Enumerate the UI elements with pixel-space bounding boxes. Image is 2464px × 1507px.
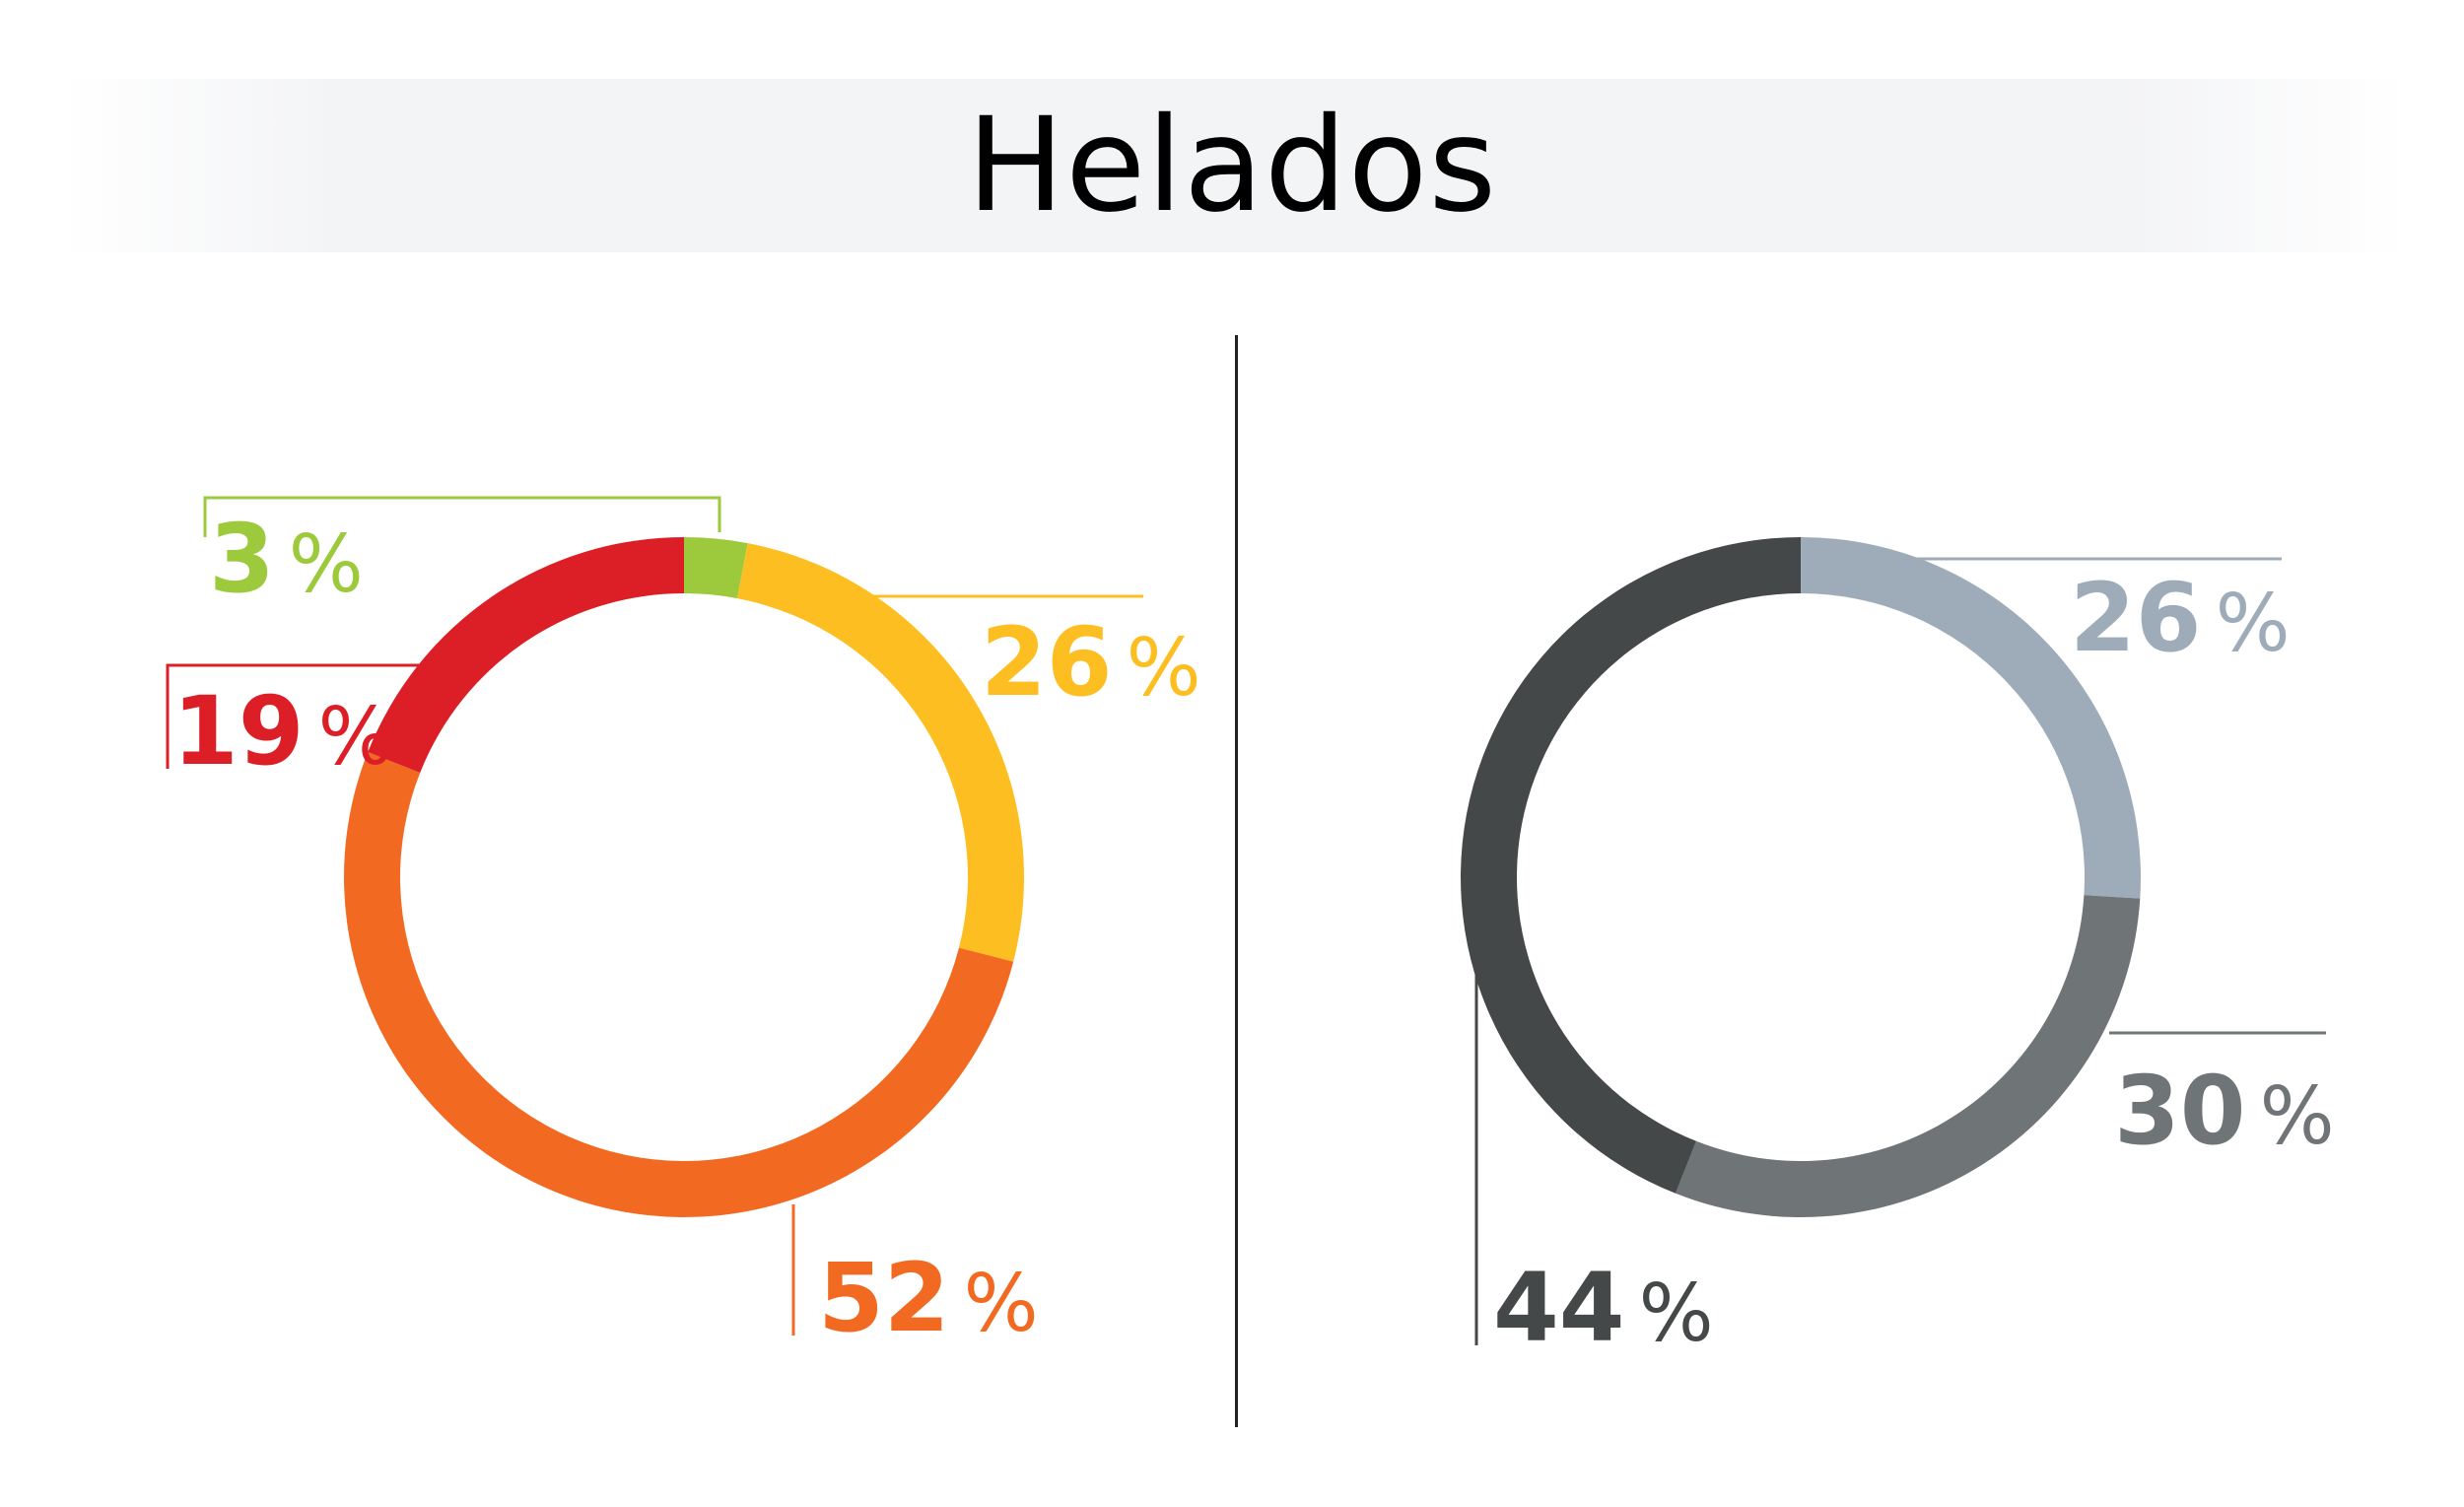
donut-slice-0-1: [736, 543, 1024, 962]
donut-chart-left: 3 % 26 % 52 % 19%: [166, 496, 1201, 1353]
slice-label-0-0: 3%: [209, 504, 364, 614]
donut-slice-1-2: [1461, 537, 1801, 1194]
page-title: Helados: [966, 90, 1498, 241]
title-band: Helados: [59, 79, 2405, 252]
donut-slice-1-0: [1801, 537, 2142, 899]
slice-label-0-2: 52%: [818, 1243, 1039, 1353]
chart-divider: [1235, 335, 1238, 1427]
donut-slice-0-2: [344, 751, 1014, 1217]
donut-slice-0-0: [684, 537, 748, 599]
donut-slice-0-3: [368, 537, 684, 773]
leader-line-0-0: [203, 496, 721, 537]
leader-line-0-3: [166, 663, 422, 769]
donut-slice-1-1: [1675, 895, 2141, 1217]
slice-label-1-0: 26%: [2070, 563, 2291, 673]
slice-label-1-2: 44%: [1493, 1253, 1714, 1363]
slice-label-0-1: 26%: [981, 607, 1201, 718]
donut-chart-right: 26 % 30 % 44%: [1461, 537, 2335, 1363]
slice-label-0-3: 19%: [172, 676, 393, 787]
slice-label-1-1: 30%: [2114, 1056, 2335, 1166]
